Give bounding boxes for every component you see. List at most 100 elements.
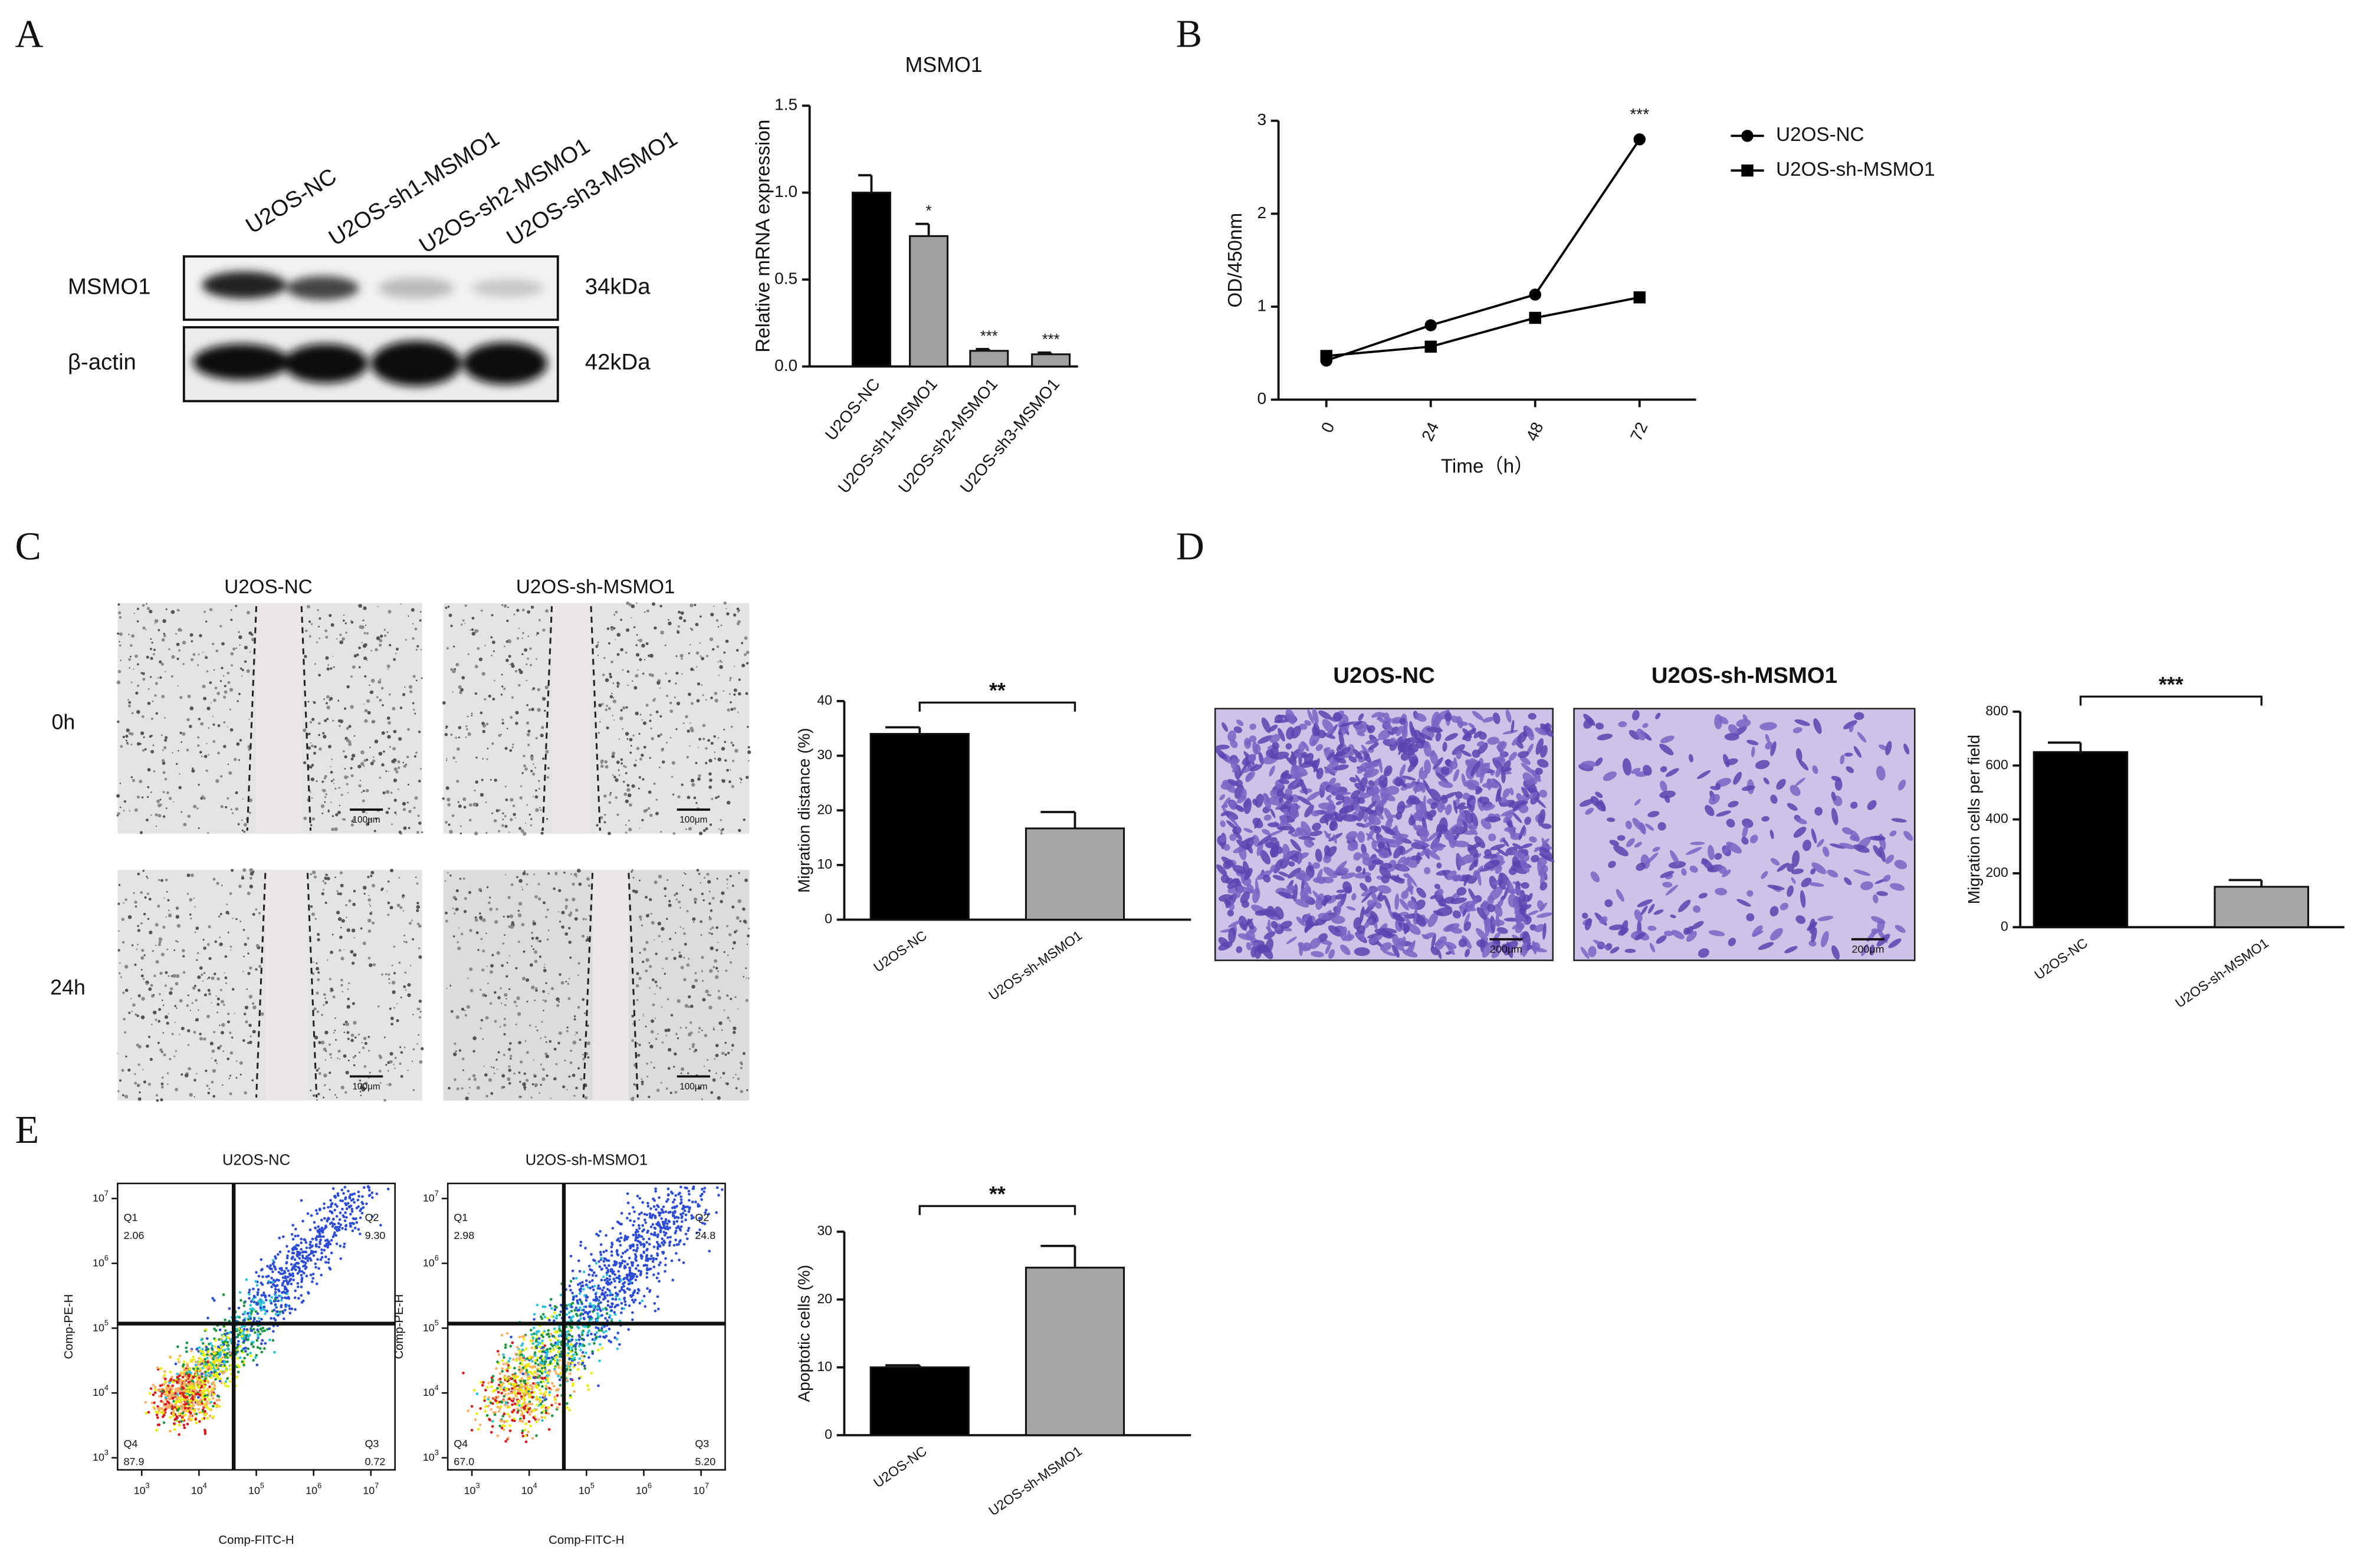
cell — [1407, 900, 1417, 909]
event — [205, 1337, 209, 1340]
event — [270, 1317, 272, 1320]
cell-dot — [686, 963, 690, 967]
cell — [1236, 886, 1254, 894]
micrograph: 100μm — [116, 603, 423, 835]
cell-dot — [203, 946, 206, 950]
cell-dot — [330, 780, 333, 783]
cell — [1361, 887, 1378, 897]
cell-dot — [169, 991, 173, 995]
cell-dot — [517, 909, 520, 912]
event — [176, 1345, 179, 1349]
cell-dot — [459, 832, 462, 835]
cell-dot — [684, 932, 686, 935]
cell-dot — [557, 1041, 560, 1045]
cell — [1312, 862, 1321, 869]
event — [191, 1379, 194, 1383]
cell-dot — [452, 756, 456, 760]
cell-dot — [150, 734, 153, 737]
cell-dot — [620, 619, 623, 622]
event — [329, 1199, 332, 1202]
cell-dot — [526, 978, 530, 982]
cell-dot — [649, 653, 654, 658]
cell-dot — [544, 685, 549, 689]
cell-dot — [639, 1043, 641, 1045]
cell-dot — [307, 701, 310, 703]
cell-dot — [364, 1082, 368, 1086]
scratch-edge — [628, 873, 639, 1098]
cell-dot — [366, 758, 369, 761]
cell-dot — [668, 1048, 672, 1052]
cell-dot — [503, 1033, 506, 1036]
event — [242, 1363, 245, 1367]
cell — [1253, 944, 1262, 959]
cell-dot — [214, 1059, 217, 1062]
cell-dot — [162, 619, 166, 623]
event — [349, 1224, 352, 1227]
cell-dot — [507, 606, 509, 609]
cell-dot — [412, 1014, 414, 1015]
cell-dot — [163, 897, 165, 899]
cell-dot — [664, 972, 666, 975]
event — [245, 1333, 248, 1337]
cell-dot — [493, 1072, 495, 1074]
event — [357, 1228, 360, 1231]
cell-dot — [345, 1070, 349, 1075]
cell-dot — [720, 818, 723, 821]
cell-dot — [329, 614, 332, 617]
cell-dot — [508, 640, 512, 643]
event — [345, 1216, 348, 1219]
cell-dot — [476, 1086, 480, 1090]
cell-dot — [412, 637, 415, 640]
cell-dot — [378, 1054, 382, 1058]
cell-dot — [248, 811, 251, 814]
cell-dot — [182, 955, 185, 958]
cell-dot — [444, 732, 448, 737]
cell-dot — [639, 827, 641, 829]
cell-dot — [687, 1033, 692, 1037]
cell-dot — [120, 659, 122, 662]
cell-dot — [725, 994, 728, 997]
cell-dot — [337, 699, 340, 702]
cell-dot — [311, 764, 314, 767]
cell-dot — [130, 681, 133, 683]
cell-dot — [369, 903, 370, 905]
cell-dot — [741, 663, 746, 668]
cell-dot — [737, 1077, 740, 1080]
cell-dot — [494, 778, 497, 782]
cell-dot — [727, 1016, 730, 1020]
cell-dot — [222, 1050, 225, 1053]
cell-dot — [651, 737, 654, 741]
cell-dot — [339, 640, 343, 645]
cell-dot — [619, 716, 623, 721]
cell — [1270, 789, 1280, 799]
cell-dot — [645, 1025, 647, 1028]
cell-dot — [142, 604, 145, 607]
cell-dot — [189, 706, 194, 711]
cell-dot — [465, 737, 467, 738]
cell-dot — [463, 806, 467, 809]
cell-dot — [569, 956, 572, 959]
cell-dot — [714, 692, 718, 695]
event — [287, 1269, 290, 1273]
cell-dot — [237, 823, 240, 826]
cell-dot — [665, 1087, 668, 1090]
cell-dot — [332, 778, 335, 781]
cell-dot — [216, 882, 219, 885]
cell-dot — [669, 938, 672, 941]
cell-dot — [641, 1080, 644, 1084]
cell-dot — [346, 1005, 350, 1009]
cell-dot — [468, 891, 471, 895]
cell-dot — [216, 977, 220, 981]
cell-dot — [350, 620, 354, 624]
cell-dot — [469, 629, 471, 631]
event — [343, 1185, 347, 1189]
cell — [1406, 940, 1416, 952]
cell-dot — [613, 697, 615, 699]
cell-dot — [154, 694, 157, 697]
cell-dot — [334, 876, 337, 879]
cell-dot — [610, 660, 613, 663]
cell-dot — [224, 690, 228, 694]
cell-dot — [330, 667, 333, 670]
cell-dot — [367, 1050, 370, 1052]
cell-dot — [518, 827, 522, 830]
